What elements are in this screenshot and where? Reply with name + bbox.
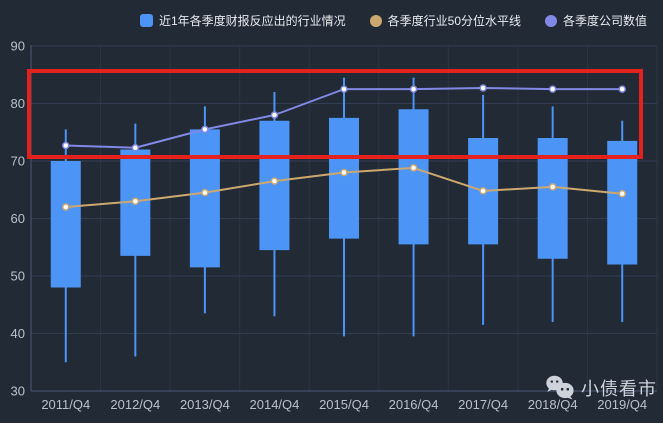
- company-value-point: [201, 125, 209, 134]
- x-tick-label: 2017/Q4: [458, 397, 508, 412]
- median-point: [62, 203, 70, 211]
- x-tick-label: 2019/Q4: [597, 397, 647, 412]
- x-tick-label: 2014/Q4: [250, 397, 300, 412]
- watermark-text: 小债看市: [581, 379, 657, 399]
- legend-item-median-line[interactable]: 各季度行业50分位水平线: [369, 12, 522, 29]
- company-value-point: [62, 141, 70, 150]
- company-value-point: [409, 85, 418, 93]
- y-tick-label: 70: [11, 154, 25, 169]
- y-tick-label: 40: [11, 326, 25, 341]
- candle-box: [329, 117, 359, 239]
- legend-item-company-value[interactable]: 各季度公司数值: [545, 12, 647, 29]
- median-point: [340, 168, 348, 177]
- x-tick-label: 2015/Q4: [319, 397, 369, 412]
- legend-label: 各季度公司数值: [563, 14, 648, 28]
- median-point: [618, 190, 626, 198]
- y-tick-label: 60: [11, 211, 25, 226]
- company-value-point: [479, 84, 487, 92]
- x-tick-label: 2013/Q4: [180, 397, 230, 412]
- red-highlight-rectangle: [27, 69, 643, 159]
- x-tick-label: 2016/Q4: [389, 397, 439, 412]
- company-value-point: [340, 85, 348, 93]
- candle-box: [259, 120, 290, 251]
- candle-box: [398, 109, 429, 245]
- company-value-point: [131, 144, 140, 152]
- median-point: [479, 187, 487, 195]
- candle-box: [607, 140, 638, 265]
- chart-legend: 近1年各季度财报反应出的行业情况 各季度行业50分位水平线 各季度公司数值: [62, 12, 663, 29]
- legend-label: 近1年各季度财报反应出的行业情况: [158, 14, 346, 28]
- company-value-point: [618, 85, 626, 93]
- y-tick-label: 90: [11, 39, 25, 54]
- y-tick-label: 50: [11, 269, 25, 284]
- median-point: [201, 188, 209, 197]
- x-tick-label: 2012/Q4: [110, 397, 160, 412]
- x-tick-label: 2011/Q4: [41, 397, 90, 412]
- median-point: [131, 197, 140, 205]
- y-tick-label: 30: [11, 384, 25, 399]
- candle-box: [189, 129, 220, 268]
- legend-item-industry-range[interactable]: 近1年各季度财报反应出的行业情况: [139, 12, 346, 29]
- company-value-point: [270, 111, 279, 119]
- wechat-logo-icon: [546, 375, 574, 400]
- y-tick-label: 80: [11, 96, 25, 111]
- median-point: [548, 183, 557, 191]
- candle-box: [50, 161, 81, 288]
- watermark: 小债看市: [545, 375, 657, 401]
- blue-square-icon: [139, 14, 153, 27]
- median-point: [409, 164, 418, 172]
- company-value-point: [548, 85, 557, 93]
- median-point: [270, 177, 279, 185]
- purple-circle-icon: [545, 14, 558, 27]
- orange-circle-icon: [369, 14, 382, 27]
- legend-label: 各季度行业50分位水平线: [387, 14, 522, 28]
- x-tick-label: 2018/Q4: [528, 397, 578, 412]
